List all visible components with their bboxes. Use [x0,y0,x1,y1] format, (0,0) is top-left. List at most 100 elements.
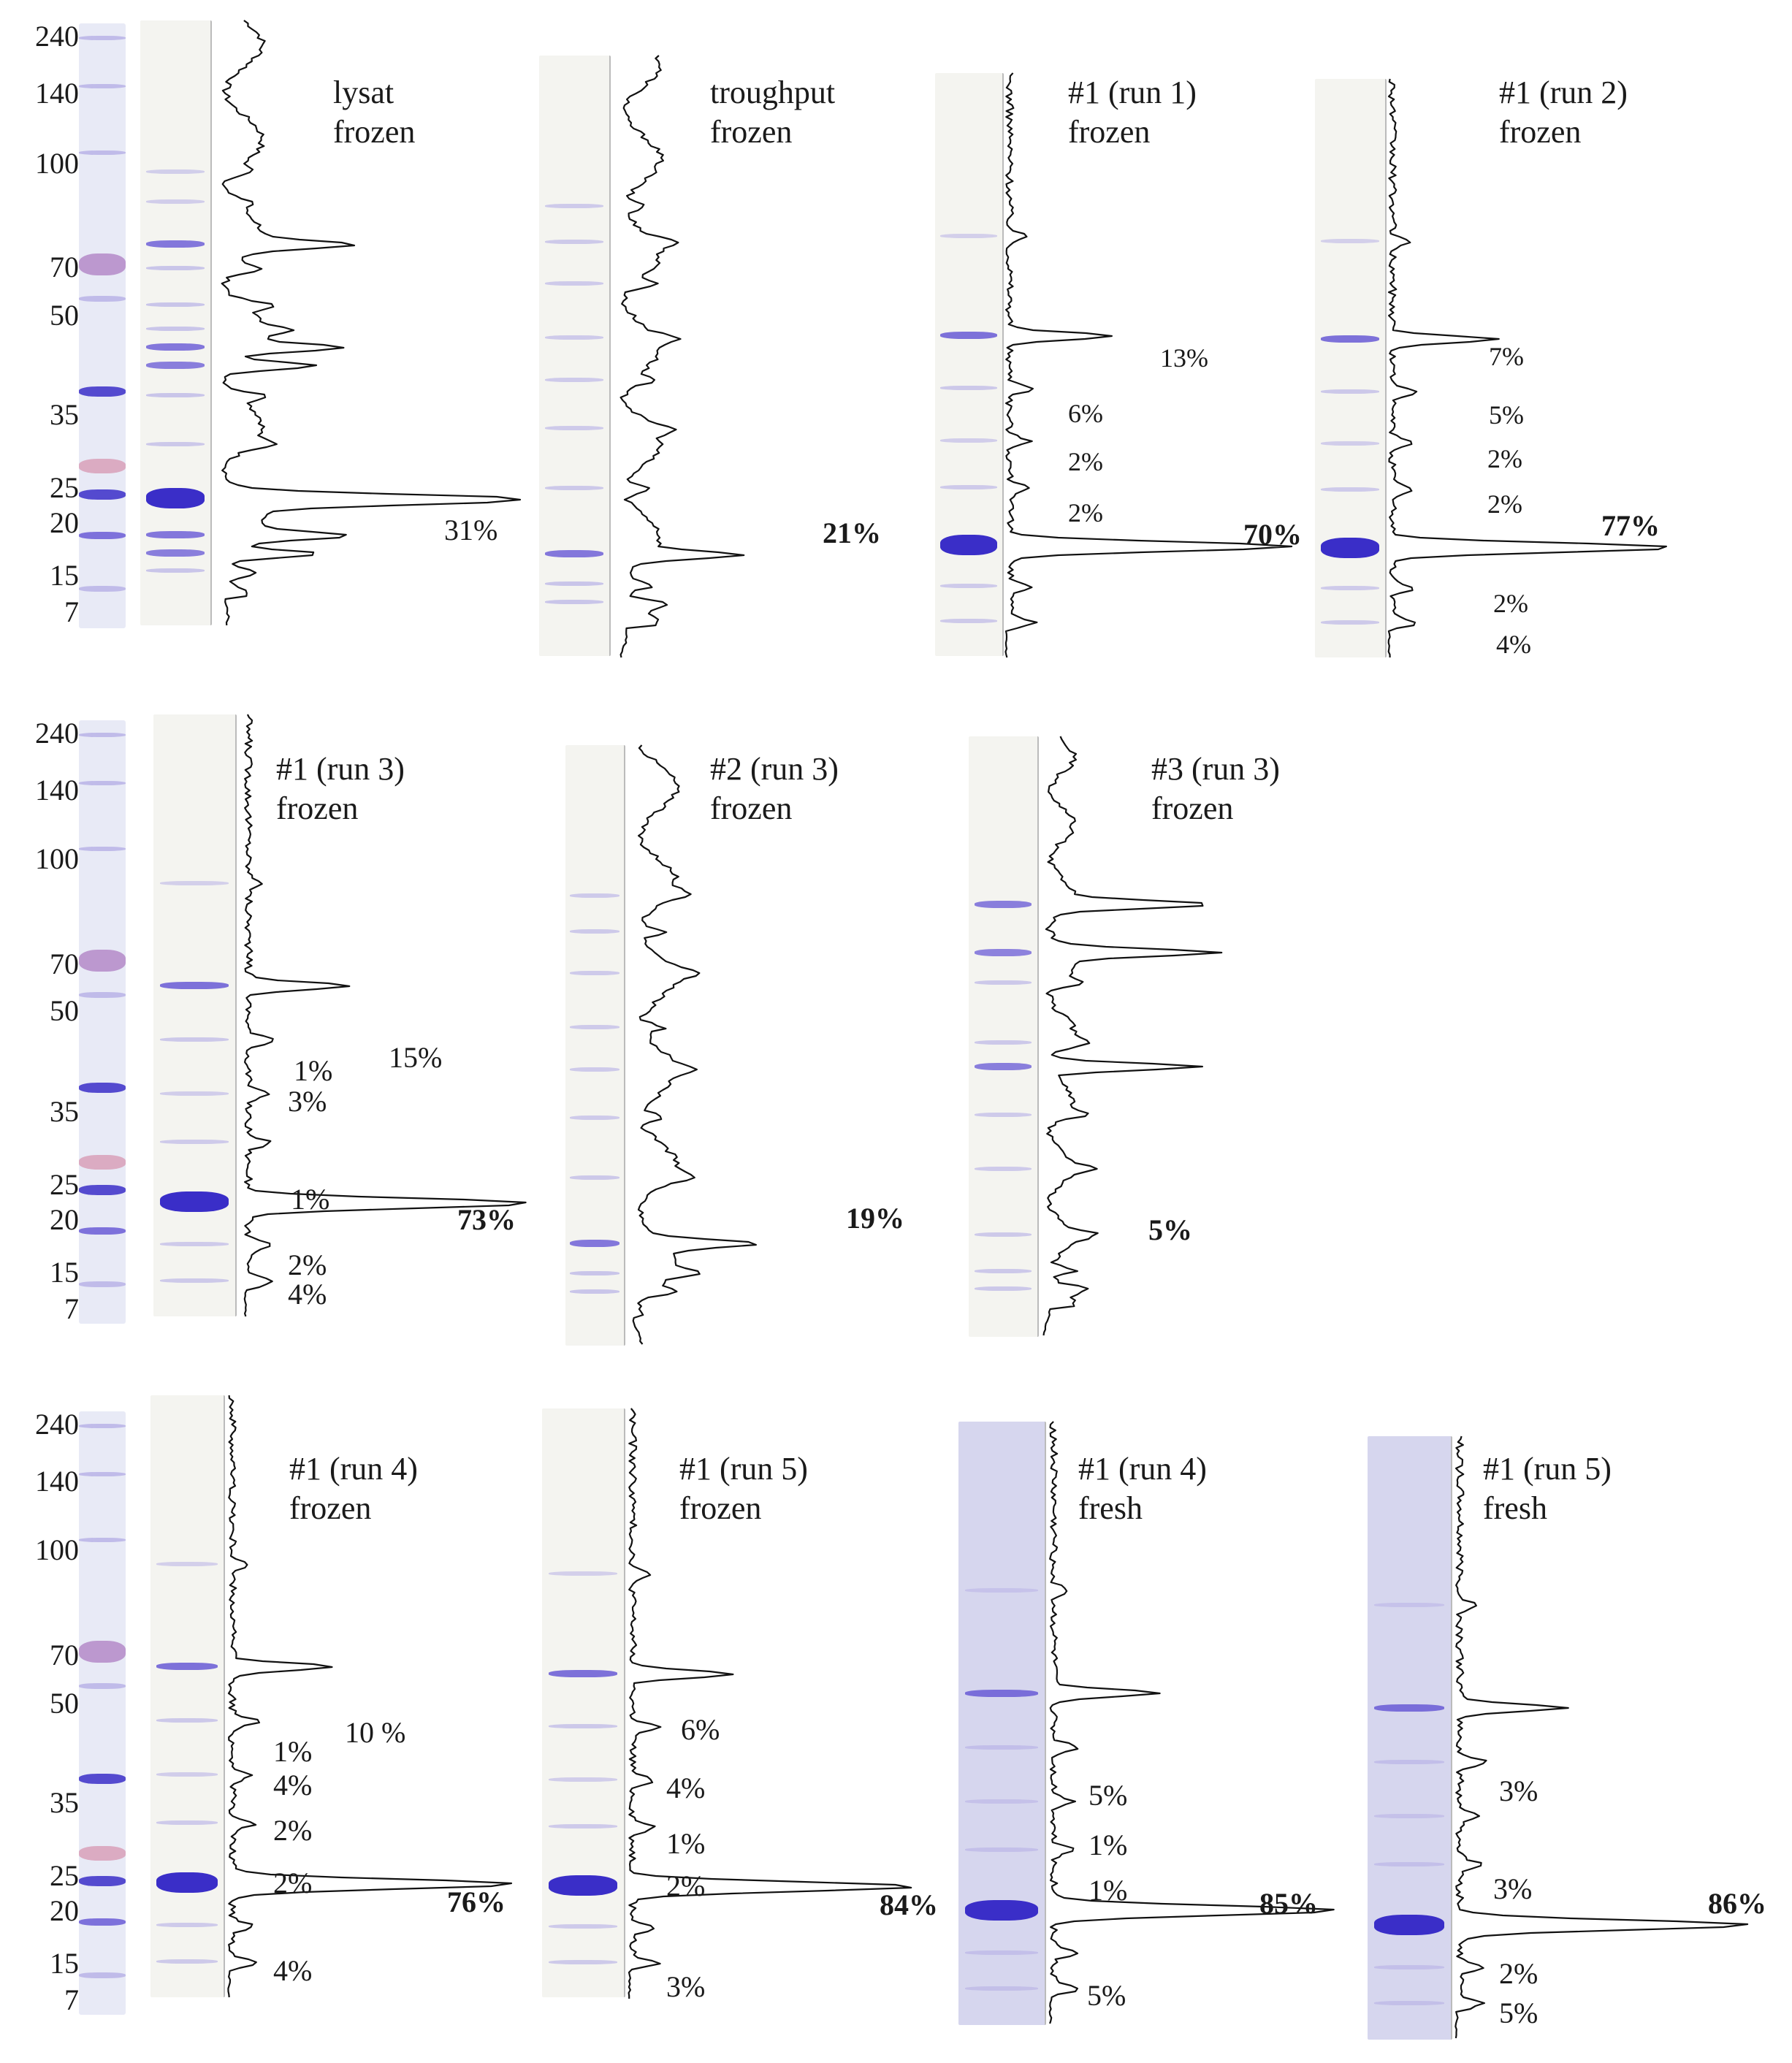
protein-band [159,1140,229,1145]
protein-band [548,1824,618,1829]
percentage-label: 2% [273,1866,313,1899]
protein-band [145,240,205,248]
percentage-label: 77% [1601,509,1660,542]
protein-band [156,1959,218,1964]
protein-band [1374,2001,1444,2006]
densitometry-trace [619,55,745,658]
mw-label: 35 [50,1786,79,1819]
mw-label: 25 [50,1168,79,1201]
ladder-band [79,1423,126,1428]
panel-title: #1 (run 2) frozen [1499,75,1628,150]
percentage-label: 1% [666,1827,706,1860]
protein-band [145,266,205,271]
gel-lane [565,745,625,1346]
marker-ladder-lane [79,23,126,628]
protein-band [544,425,604,430]
protein-band [1320,585,1380,590]
mw-label: 240 [35,717,79,750]
percentage-label: 5% [1148,1213,1192,1246]
protein-band [156,1923,218,1928]
protein-band [1374,1603,1444,1608]
percentage-label: 4% [1496,630,1531,659]
protein-band [145,488,205,509]
panel-title: #1 (run 1) frozen [1068,75,1197,150]
protein-band [548,1959,618,1964]
densitometry-trace [221,20,522,626]
percentage-label: 19% [846,1202,904,1235]
protein-band [965,1847,1038,1853]
ladder-band [79,732,126,737]
panel-title: troughput frozen [710,75,836,150]
percentage-label: 2% [1487,444,1522,473]
panel-title: #2 (run 3) frozen [710,751,839,826]
percentage-label: 2% [273,1814,313,1847]
panel-title: #1 (run 4) frozen [289,1451,418,1526]
protein-band [145,361,205,369]
percentage-label: 73% [457,1203,516,1236]
mw-label: 240 [35,20,79,53]
percentage-label: 7% [1489,342,1524,371]
protein-band [940,438,997,443]
protein-band [570,928,619,934]
protein-band [145,199,205,205]
protein-band [544,485,604,490]
protein-band [974,980,1032,985]
percentage-label: 1% [294,1054,333,1087]
protein-band [145,549,205,557]
protein-band [1320,389,1380,394]
ladder-band [79,991,126,998]
protein-band [548,1571,618,1576]
panel-title: #1 (run 5) frozen [679,1451,808,1526]
protein-band [940,535,997,556]
mw-label: 50 [50,1687,79,1720]
protein-band [570,893,619,898]
ladder-band [79,1918,126,1926]
mw-label: 35 [50,1095,79,1128]
protein-band [974,1112,1032,1117]
gel-lane [140,20,212,625]
marker-ladder-lane [79,720,126,1324]
protein-band [570,1115,619,1120]
mw-label: 20 [50,1894,79,1927]
panel-title: #1 (run 5) fresh [1483,1451,1612,1526]
ladder-band [79,1538,126,1543]
percentage-label: 2% [1068,498,1103,527]
mw-label: 15 [50,1256,79,1289]
protein-band [548,1724,618,1729]
percentage-label: 1% [1088,1829,1128,1861]
ladder-band [79,489,126,500]
protein-band [548,1777,618,1782]
ladder-band [79,1471,126,1476]
panel-title: #3 (run 3) frozen [1151,751,1280,826]
mw-label: 70 [50,947,79,980]
ladder-band [79,295,126,302]
protein-band [159,981,229,989]
protein-band [1320,335,1380,343]
protein-band [145,530,205,538]
protein-band [156,1662,218,1670]
protein-band [1320,620,1380,625]
protein-band [570,1289,619,1294]
gel-lane [150,1395,225,1997]
protein-band [145,302,205,308]
protein-band [974,1268,1032,1273]
mw-label: 50 [50,994,79,1027]
protein-band [1374,1964,1444,1969]
protein-band [965,1950,1038,1955]
protein-band [145,393,205,398]
percentage-label: 4% [288,1278,327,1311]
protein-band [544,335,604,340]
percentage-label: 5% [1088,1779,1128,1812]
protein-band [570,1271,619,1276]
ladder-band [79,253,126,275]
percentage-label: 3% [666,1970,706,2003]
percentage-label: 4% [666,1772,706,1804]
protein-band [974,948,1032,956]
densitometry-trace [243,714,527,1317]
protein-band [1320,441,1380,446]
protein-band [940,234,997,239]
percentage-label: 21% [823,516,881,549]
protein-band [159,1278,229,1283]
percentage-label: 1% [291,1183,330,1216]
percentage-label: 6% [681,1713,720,1746]
